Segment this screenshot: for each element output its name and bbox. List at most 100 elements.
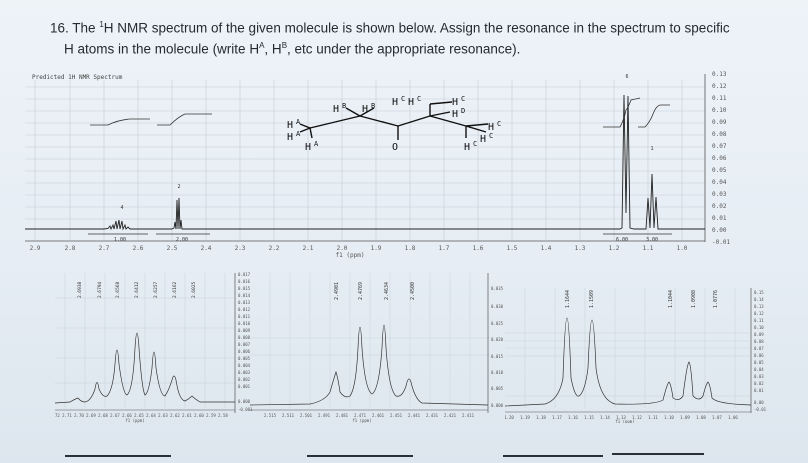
svg-text:0.030: 0.030 — [491, 304, 504, 309]
svg-text:0.010: 0.010 — [491, 370, 504, 375]
svg-text:2.58: 2.58 — [218, 413, 228, 418]
svg-text:0.13: 0.13 — [754, 304, 764, 309]
svg-text:0.011: 0.011 — [238, 314, 251, 319]
svg-text:0.08: 0.08 — [754, 339, 764, 344]
svg-text:B: B — [371, 102, 375, 110]
svg-text:1.13: 1.13 — [616, 415, 626, 420]
svg-text:2.4634: 2.4634 — [384, 282, 390, 300]
svg-text:0.12: 0.12 — [712, 83, 727, 90]
svg-text:0.07: 0.07 — [712, 143, 727, 150]
answer-blank-2[interactable] — [307, 455, 413, 457]
svg-text:1.09: 1.09 — [680, 415, 690, 420]
svg-text:2.491: 2.491 — [318, 413, 331, 418]
svg-text:0.05: 0.05 — [712, 167, 727, 174]
svg-text:0.04: 0.04 — [754, 367, 764, 372]
svg-text:0.020: 0.020 — [491, 337, 504, 342]
question-number: 16. — [50, 20, 69, 36]
svg-text:H: H — [362, 104, 368, 115]
svg-text:0.010: 0.010 — [238, 321, 251, 326]
integral-curve-1 — [90, 118, 150, 126]
svg-text:0.09: 0.09 — [754, 332, 764, 337]
svg-text:0.016: 0.016 — [238, 279, 251, 284]
svg-text:0.000: 0.000 — [238, 399, 251, 404]
svg-text:0.14: 0.14 — [754, 297, 764, 302]
svg-text:H: H — [488, 122, 494, 133]
svg-text:1.15: 1.15 — [584, 415, 594, 420]
svg-text:1.18: 1.18 — [536, 415, 546, 420]
svg-text:2.8: 2.8 — [65, 245, 76, 252]
svg-text:2.70: 2.70 — [74, 413, 84, 418]
svg-text:1.1044: 1.1044 — [668, 290, 674, 308]
svg-text:1.12: 1.12 — [632, 415, 642, 420]
svg-text:C: C — [417, 95, 421, 103]
peak-label-2: 2 — [177, 184, 180, 190]
svg-text:0.15: 0.15 — [754, 290, 764, 295]
svg-text:0.00: 0.00 — [754, 400, 764, 405]
svg-text:2.451: 2.451 — [390, 413, 403, 418]
svg-text:f1 (ppm): f1 (ppm) — [615, 419, 634, 423]
svg-text:2.6568: 2.6568 — [115, 281, 121, 298]
integral-curve-4 — [638, 104, 670, 128]
svg-text:2.1: 2.1 — [303, 245, 314, 252]
svg-text:0.035: 0.035 — [491, 286, 504, 291]
svg-text:2.3: 2.3 — [235, 245, 246, 252]
svg-text:2.461: 2.461 — [372, 413, 385, 418]
svg-text:1.9: 1.9 — [371, 245, 382, 252]
doublet-triplet-trace — [505, 317, 752, 407]
svg-text:0.017: 0.017 — [238, 272, 251, 277]
svg-text:1.1644: 1.1644 — [565, 290, 571, 308]
svg-text:0.014: 0.014 — [238, 293, 251, 298]
svg-text:-0.01: -0.01 — [712, 239, 730, 246]
svg-text:2.59: 2.59 — [206, 413, 216, 418]
svg-text:2.61: 2.61 — [182, 413, 192, 418]
svg-text:0.08: 0.08 — [712, 131, 727, 138]
answer-blank-1[interactable] — [65, 455, 171, 457]
svg-text:1.7: 1.7 — [439, 245, 450, 252]
svg-text:2.6162: 2.6162 — [172, 281, 178, 298]
svg-text:-0.01: -0.01 — [754, 407, 767, 412]
svg-text:f1 (ppm): f1 (ppm) — [352, 418, 371, 423]
main-nmr-spectrum: Predicted 1H NMR Spectrum 0.13 0.12 0.11… — [25, 71, 730, 259]
svg-text:2.5: 2.5 — [167, 245, 178, 252]
svg-text:0.002: 0.002 — [238, 377, 251, 382]
integral-value-4: 3.00 — [646, 237, 658, 243]
svg-text:C: C — [489, 132, 493, 140]
septet-trace — [55, 332, 235, 404]
svg-text:0.10: 0.10 — [754, 325, 764, 330]
answer-blank-4[interactable] — [612, 453, 704, 455]
svg-text:0.10: 0.10 — [712, 107, 727, 114]
zoom-panel-septet: 2.6938 2.6794 2.6568 2.6412 2.6257 2.616… — [55, 272, 253, 423]
svg-text:0.06: 0.06 — [754, 353, 764, 358]
svg-text:C: C — [497, 120, 501, 128]
svg-text:2.515: 2.515 — [264, 413, 277, 418]
peak-label-3: 6 — [625, 74, 628, 80]
answer-blank-3[interactable] — [503, 455, 603, 457]
zoom-panel-quartet: 2.4901 2.4769 2.4634 2.4500 0.035 0.030 0.… — [250, 273, 504, 423]
quartet-trace — [250, 324, 489, 406]
svg-text:O: O — [392, 142, 398, 153]
svg-text:1.14: 1.14 — [600, 415, 610, 420]
svg-text:1.1: 1.1 — [643, 245, 654, 252]
svg-text:2.60: 2.60 — [194, 413, 204, 418]
integral-value-3: 6.00 — [616, 237, 628, 243]
svg-text:0.03: 0.03 — [712, 191, 727, 198]
svg-text:2.72: 2.72 — [55, 413, 60, 418]
svg-text:A: A — [314, 140, 319, 148]
svg-text:H: H — [452, 97, 458, 108]
svg-text:0.012: 0.012 — [238, 307, 251, 312]
svg-text:0.001: 0.001 — [238, 384, 251, 389]
spectrum-trace — [25, 94, 705, 231]
svg-text:2.0: 2.0 — [337, 245, 348, 252]
svg-text:0.005: 0.005 — [491, 386, 504, 391]
svg-text:H: H — [452, 109, 458, 120]
svg-text:f1 (ppm): f1 (ppm) — [125, 418, 144, 423]
svg-text:1.0776: 1.0776 — [713, 290, 719, 308]
svg-text:2.6412: 2.6412 — [134, 281, 140, 298]
svg-text:H: H — [392, 97, 398, 108]
svg-text:2.68: 2.68 — [98, 413, 108, 418]
svg-text:2.62: 2.62 — [170, 413, 180, 418]
svg-text:C: C — [461, 95, 465, 103]
svg-text:0.01: 0.01 — [712, 215, 727, 222]
svg-text:2.7: 2.7 — [99, 245, 110, 252]
